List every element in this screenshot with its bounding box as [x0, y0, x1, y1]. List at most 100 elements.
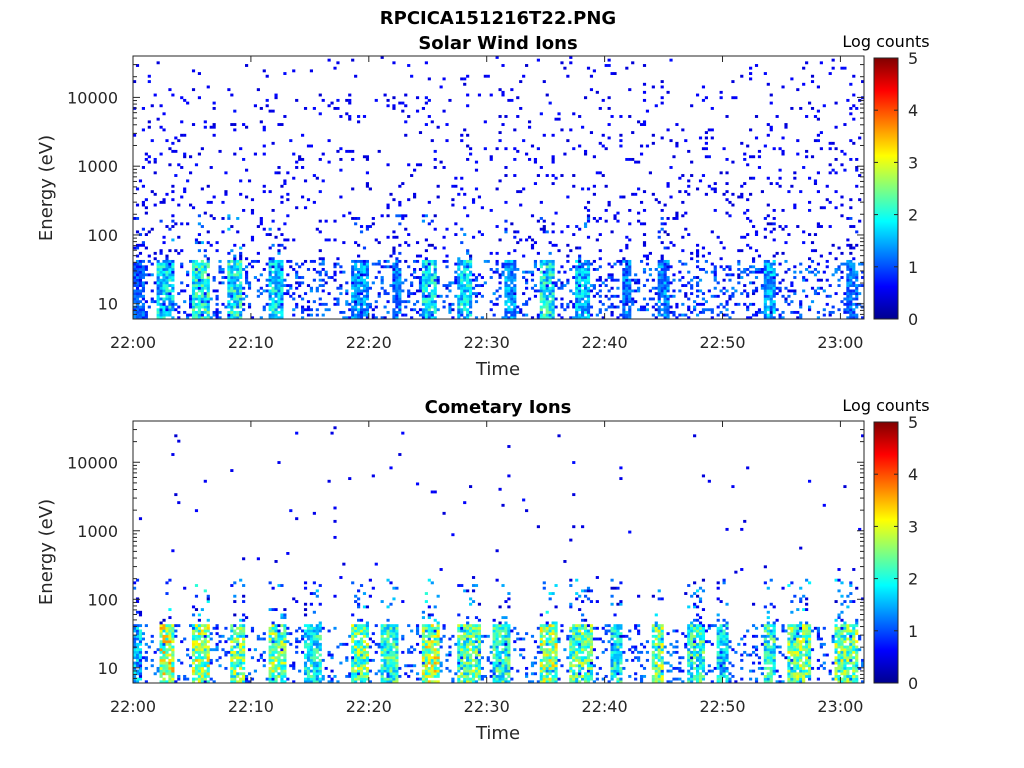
- heatmap-cell: [433, 664, 437, 668]
- heatmap-cell: [840, 262, 844, 266]
- heatmap-cell: [147, 305, 151, 309]
- heatmap-cell: [354, 672, 358, 676]
- heatmap-cell: [448, 284, 452, 287]
- heatmap-cell: [271, 276, 275, 279]
- heatmap-cell: [318, 672, 322, 676]
- heatmap-cell: [463, 626, 467, 630]
- heatmap-cell: [445, 227, 449, 231]
- heatmap-cell: [309, 602, 313, 606]
- heatmap-cell: [575, 316, 579, 320]
- heatmap-cell: [625, 157, 629, 161]
- heatmap-cell: [769, 101, 773, 105]
- heatmap-cell: [846, 281, 850, 285]
- heatmap-cell: [855, 297, 859, 301]
- heatmap-cell: [359, 292, 364, 296]
- heatmap-cell: [551, 289, 555, 293]
- heatmap-cell: [701, 147, 706, 151]
- heatmap-cell: [663, 276, 667, 279]
- heatmap-cell: [466, 251, 470, 255]
- heatmap-cell: [277, 637, 281, 641]
- heatmap-cell: [586, 297, 591, 301]
- heatmap-cell: [194, 281, 199, 285]
- heatmap-cell: [265, 278, 269, 282]
- heatmap-cell: [466, 74, 470, 78]
- heatmap-cell: [357, 650, 361, 654]
- heatmap-cell: [793, 292, 797, 296]
- heatmap-cell: [274, 637, 278, 641]
- heatmap-cell: [380, 214, 384, 218]
- heatmap-cell: [171, 666, 175, 670]
- heatmap-cell: [469, 485, 473, 489]
- heatmap-cell: [165, 308, 169, 312]
- heatmap-cell: [342, 316, 346, 320]
- heatmap-cell: [436, 626, 440, 630]
- heatmap-cell: [698, 179, 703, 183]
- heatmap-cell: [138, 634, 143, 638]
- heatmap-cell: [309, 680, 313, 684]
- heatmap-cell: [852, 273, 856, 277]
- heatmap-cell: [548, 286, 552, 290]
- heatmap-cell: [398, 214, 402, 218]
- heatmap-cell: [194, 286, 199, 290]
- heatmap-cell: [135, 305, 140, 309]
- heatmap-cell: [554, 297, 558, 301]
- heatmap-cell: [625, 313, 629, 317]
- heatmap-cell: [239, 268, 243, 271]
- heatmap-cell: [345, 149, 349, 153]
- heatmap-cell: [242, 648, 246, 652]
- heatmap-cell: [271, 270, 275, 274]
- heatmap-cell: [165, 310, 169, 314]
- heatmap-cell: [560, 284, 564, 287]
- heatmap-cell: [357, 308, 361, 312]
- heatmap-cell: [135, 265, 140, 269]
- heatmap-cell: [177, 235, 181, 239]
- heatmap-cell: [460, 584, 464, 587]
- heatmap-cell: [613, 262, 617, 266]
- heatmap-cell: [510, 316, 514, 320]
- heatmap-cell: [545, 276, 549, 279]
- heatmap-cell: [233, 292, 237, 296]
- heatmap-cell: [392, 677, 396, 681]
- heatmap-cell: [660, 80, 664, 84]
- heatmap-cell: [415, 289, 420, 293]
- heatmap-cell: [392, 273, 396, 277]
- heatmap-cell: [171, 270, 175, 274]
- heatmap-cell: [339, 115, 343, 118]
- heatmap-cell: [156, 278, 160, 282]
- heatmap-cell: [410, 284, 414, 287]
- heatmap-cell: [625, 276, 629, 279]
- heatmap-cell: [286, 273, 290, 277]
- heatmap-cell: [610, 305, 614, 309]
- heatmap-cell: [345, 642, 349, 646]
- heatmap-cell: [165, 265, 169, 269]
- heatmap-cell: [716, 313, 720, 317]
- heatmap-cell: [250, 265, 255, 269]
- heatmap-cell: [309, 674, 313, 678]
- heatmap-cell: [200, 276, 204, 279]
- heatmap-cell: [498, 88, 502, 92]
- heatmap-cell: [799, 270, 803, 274]
- heatmap-cell: [840, 203, 844, 207]
- heatmap-cell: [138, 300, 143, 304]
- heatmap-cell: [203, 672, 207, 676]
- heatmap-cell: [852, 313, 856, 317]
- heatmap-cell: [274, 273, 278, 277]
- heatmap-cell: [342, 214, 346, 218]
- heatmap-cell: [436, 680, 440, 684]
- heatmap-cell: [374, 316, 378, 320]
- heatmap-cell: [430, 634, 434, 638]
- heatmap-cell: [380, 632, 384, 636]
- heatmap-solar-wind: [133, 56, 865, 320]
- heatmap-cell: [277, 584, 281, 587]
- heatmap-cell: [766, 316, 770, 320]
- heatmap-cell: [460, 658, 464, 662]
- heatmap-cell: [740, 292, 744, 296]
- heatmap-cell: [138, 677, 143, 681]
- heatmap-cell: [236, 650, 240, 654]
- heatmap-cell: [698, 136, 703, 140]
- heatmap-cell: [177, 658, 181, 662]
- heatmap-cell: [354, 680, 358, 684]
- heatmap-cell: [312, 677, 316, 681]
- heatmap-cell: [171, 262, 175, 266]
- heatmap-cell: [772, 276, 776, 279]
